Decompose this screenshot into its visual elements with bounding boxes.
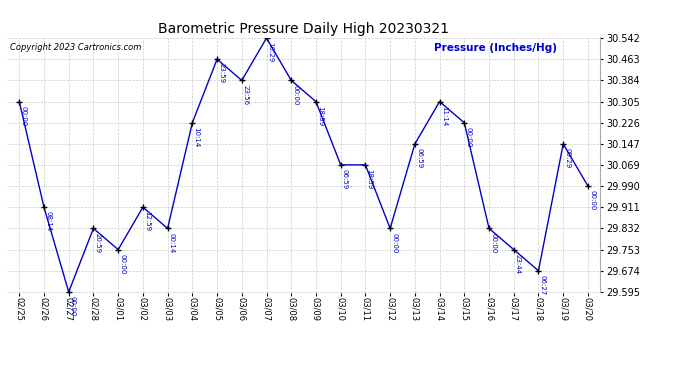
Text: 12:59: 12:59 (144, 211, 150, 231)
Title: Barometric Pressure Daily High 20230321: Barometric Pressure Daily High 20230321 (158, 22, 449, 36)
Text: 09:29: 09:29 (564, 148, 571, 168)
Text: 18:59: 18:59 (366, 169, 373, 189)
Text: 20:59: 20:59 (95, 232, 101, 253)
Text: 08:14: 08:14 (45, 211, 51, 232)
Text: 06:59: 06:59 (342, 169, 348, 189)
Text: 23:44: 23:44 (515, 254, 521, 274)
Text: 10:29: 10:29 (268, 42, 274, 63)
Text: 00:00: 00:00 (119, 254, 126, 274)
Text: 00:00: 00:00 (466, 127, 471, 147)
Text: 00:00: 00:00 (490, 232, 496, 253)
Text: 11:14: 11:14 (441, 106, 446, 126)
Text: 00:00: 00:00 (391, 232, 397, 253)
Text: 06:59: 06:59 (416, 148, 422, 168)
Text: 00:00: 00:00 (589, 190, 595, 211)
Text: 18:59: 18:59 (317, 106, 323, 126)
Text: 23:59: 23:59 (218, 63, 224, 84)
Text: 00:00: 00:00 (21, 106, 26, 126)
Text: Copyright 2023 Cartronics.com: Copyright 2023 Cartronics.com (10, 43, 141, 52)
Text: 00:00: 00:00 (293, 85, 298, 105)
Text: 06:27: 06:27 (540, 275, 546, 295)
Text: 00:00: 00:00 (70, 296, 76, 316)
Text: 00:14: 00:14 (169, 232, 175, 253)
Text: 10:14: 10:14 (193, 127, 199, 147)
Text: 23:56: 23:56 (243, 85, 249, 105)
Text: Pressure (Inches/Hg): Pressure (Inches/Hg) (434, 43, 557, 52)
